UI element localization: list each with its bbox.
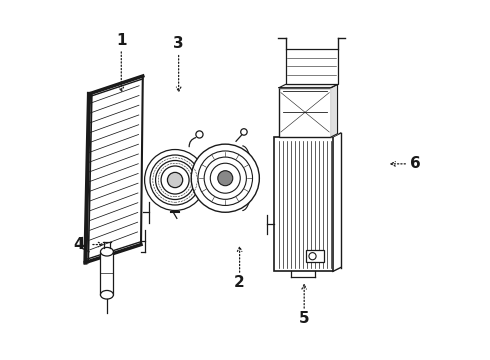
Text: 5: 5: [299, 311, 310, 325]
Polygon shape: [331, 85, 338, 137]
Ellipse shape: [100, 291, 113, 299]
Circle shape: [150, 155, 200, 205]
Text: 1: 1: [116, 33, 126, 48]
Bar: [306, 250, 324, 262]
Circle shape: [196, 131, 203, 138]
Polygon shape: [279, 85, 338, 87]
Circle shape: [204, 157, 246, 199]
Circle shape: [191, 144, 259, 212]
Circle shape: [168, 172, 183, 188]
Ellipse shape: [100, 247, 113, 256]
Text: 4: 4: [73, 237, 84, 252]
Circle shape: [198, 151, 252, 206]
Circle shape: [309, 253, 316, 260]
Circle shape: [210, 163, 240, 193]
Bar: [279, 87, 331, 137]
Bar: [274, 137, 333, 271]
Text: 3: 3: [173, 36, 184, 51]
Bar: [286, 49, 338, 85]
Bar: [100, 252, 113, 295]
Text: 6: 6: [410, 156, 421, 171]
Circle shape: [145, 149, 205, 211]
Circle shape: [161, 166, 189, 194]
Text: 2: 2: [234, 275, 245, 290]
Circle shape: [241, 129, 247, 135]
Circle shape: [218, 171, 233, 186]
Circle shape: [155, 161, 195, 199]
